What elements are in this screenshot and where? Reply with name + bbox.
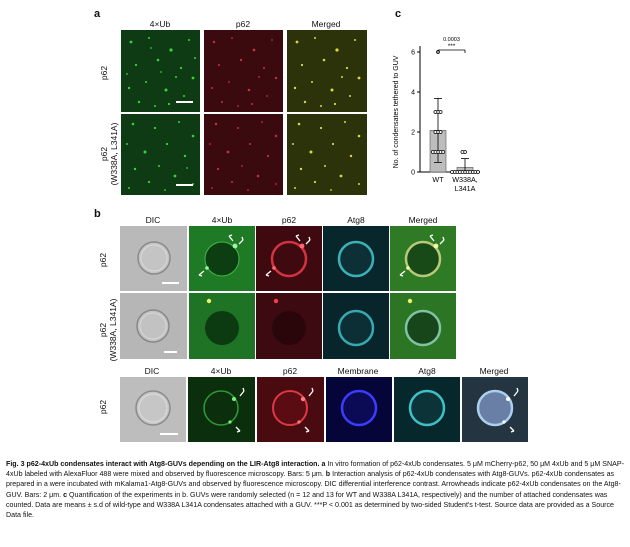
panel-b2-micrograph-p62: [257, 377, 324, 442]
panel-b-col-dic: DIC: [145, 215, 161, 225]
panel-b-col-merged: Merged: [408, 215, 438, 225]
caption-part-a: In vitro formation of p62-4xUb condensat…: [6, 460, 624, 479]
chart-point: [438, 130, 443, 134]
panel-b2-micrograph-dic: [120, 377, 186, 442]
panel-b2-col-merged: Merged: [479, 366, 509, 376]
caption-title: Fig. 3 p62-4xUb condensates interact wit…: [6, 460, 320, 468]
chart-point: [433, 110, 438, 114]
panel-a-row-mutant: p62 (W338A, L341A): [99, 122, 119, 186]
panel-a-row-p62: p62: [99, 65, 109, 81]
panel-b-micrograph-merged-wt: [390, 226, 456, 291]
panel-b-micrograph-dic-wt: [120, 226, 187, 291]
chart-point: [433, 130, 438, 134]
panel-a-micrograph-p62-wt: [204, 30, 283, 112]
chart-y-tick-label: 6: [411, 50, 415, 57]
panel-b2-col-p62: p62: [282, 366, 298, 376]
chart-point: [450, 170, 454, 174]
chart-point: [476, 170, 480, 174]
chart-significance-stars: ***: [448, 43, 456, 50]
panel-b-micrograph-4xub-wt: [189, 226, 255, 291]
panel-b2-col-membrane: Membrane: [337, 366, 379, 376]
figure-caption: Fig. 3 p62-4xUb condensates interact wit…: [6, 459, 624, 520]
panel-b-row-mutant: p62 (W338A, L341A): [98, 298, 118, 362]
caption-a-letter: a: [321, 460, 326, 468]
panel-b-letter: b: [94, 208, 101, 220]
panel-b2-micrograph-atg8: [394, 377, 460, 442]
panel-a-col-p62: p62: [235, 19, 251, 29]
chart-y-label: No. of condensates tethered to GUV: [393, 55, 400, 168]
chart-y-tick-label: 4: [411, 90, 415, 97]
panel-a-micrograph-merged-wt: [287, 30, 367, 112]
caption-c-letter: c: [63, 490, 68, 499]
panel-b2-row-p62: p62: [98, 399, 108, 415]
panel-b2-micrograph-membrane: [326, 377, 392, 442]
panel-b2-col-atg8: Atg8: [418, 366, 436, 376]
panel-a-micrograph-p62-mut: [204, 114, 283, 195]
caption-b-letter: b: [325, 470, 331, 479]
chart-point: [438, 110, 443, 114]
panel-b2-micrograph-merged: [462, 377, 528, 442]
panel-b-micrograph-merged-mut: [390, 293, 456, 359]
chart-x-tick-label: W338A,: [452, 175, 478, 184]
panel-b-micrograph-atg8-mut: [323, 293, 389, 359]
panel-a-letter: a: [94, 8, 101, 20]
chart-point: [430, 150, 435, 154]
panel-b-micrograph-atg8-wt: [323, 226, 389, 291]
chart-x-tick-label: L341A: [455, 184, 476, 193]
panel-b-col-atg8: Atg8: [347, 215, 365, 225]
panel-a-micrograph-4xub-mut: [121, 114, 200, 195]
panel-b-micrograph-p62-mut: [256, 293, 322, 359]
chart-point: [460, 150, 465, 154]
panel-b-micrograph-dic-mut: [120, 293, 187, 359]
panel-b-row-p62: p62: [98, 252, 108, 268]
panel-b-micrograph-p62-wt: [256, 226, 322, 291]
panel-b2-col-dic: DIC: [144, 366, 160, 376]
chart-y-tick-label: 0: [411, 170, 415, 177]
panel-b-micrograph-4xub-mut: [189, 293, 255, 359]
panel-a-col-4xub: 4×Ub: [149, 19, 171, 29]
chart-point: [441, 150, 446, 154]
chart-p-value: 0.0003: [443, 37, 460, 43]
chart-y-tick-label: 2: [411, 130, 415, 137]
panel-a-micrograph-4xub-wt: [121, 30, 200, 112]
panel-b-col-p62: p62: [281, 215, 297, 225]
panel-b2-micrograph-4xub: [188, 377, 255, 442]
caption-part-c: Quantification of the experiments in b. …: [6, 490, 614, 520]
panel-c-chart: 0 2 4 6 No. of condensates tethered to GUV WT…: [393, 37, 480, 193]
panel-b-col-4xub: 4×Ub: [211, 215, 233, 225]
chart-x-tick-label: WT: [432, 175, 444, 184]
panel-a-col-merged: Merged: [311, 19, 341, 29]
panel-b2-col-4xub: 4×Ub: [210, 366, 232, 376]
panel-a-micrograph-merged-mut: [287, 114, 367, 195]
panel-c-letter: c: [395, 8, 402, 20]
caption-part-b: Interaction analysis of p62-4xUb condens…: [6, 470, 621, 499]
